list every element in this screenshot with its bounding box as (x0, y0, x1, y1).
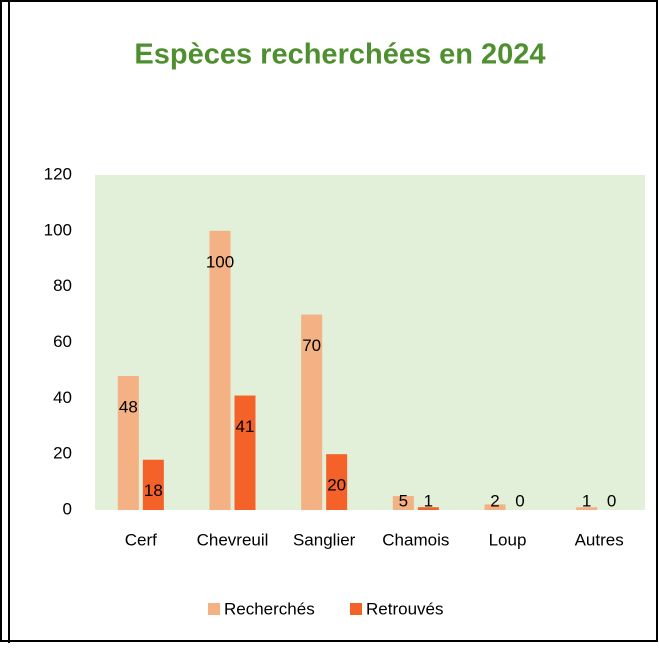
value-label: 2 (490, 491, 499, 510)
value-label: 18 (144, 481, 163, 500)
value-label: 41 (236, 417, 255, 436)
y-tick-label: 80 (53, 276, 72, 295)
x-tick-label: Loup (489, 530, 527, 549)
y-tick-label: 20 (53, 444, 72, 463)
plot-area (95, 175, 645, 510)
x-tick-label: Chamois (382, 530, 449, 549)
x-tick-label: Chevreuil (197, 530, 269, 549)
bar (326, 454, 348, 510)
legend-label: Recherchés (224, 599, 315, 618)
chart-title: Espèces recherchées en 2024 (134, 39, 545, 71)
value-label: 0 (515, 491, 524, 510)
y-tick-label: 60 (53, 332, 72, 351)
value-label: 20 (327, 476, 346, 495)
legend-swatch (208, 603, 220, 615)
x-tick-label: Cerf (125, 530, 157, 549)
value-label: 48 (119, 397, 138, 416)
bar (301, 314, 323, 510)
legend-label: Retrouvés (366, 599, 443, 618)
bar (484, 504, 506, 510)
x-tick-label: Autres (575, 530, 624, 549)
bar (417, 507, 439, 510)
value-label: 100 (206, 252, 234, 271)
bar (234, 395, 256, 510)
value-label: 0 (607, 491, 616, 510)
bar (392, 496, 414, 510)
y-tick-label: 0 (63, 499, 72, 518)
value-label: 5 (399, 491, 408, 510)
x-tick-label: Sanglier (293, 530, 356, 549)
bar (209, 230, 231, 511)
value-label: 70 (302, 336, 321, 355)
bar (576, 507, 598, 510)
bar (117, 376, 139, 510)
bar (142, 459, 164, 510)
value-label: 1 (424, 491, 433, 510)
y-tick-label: 40 (53, 388, 72, 407)
value-label: 1 (582, 491, 591, 510)
y-tick-label: 120 (44, 164, 72, 183)
y-tick-label: 100 (44, 220, 72, 239)
legend-swatch (350, 603, 362, 615)
